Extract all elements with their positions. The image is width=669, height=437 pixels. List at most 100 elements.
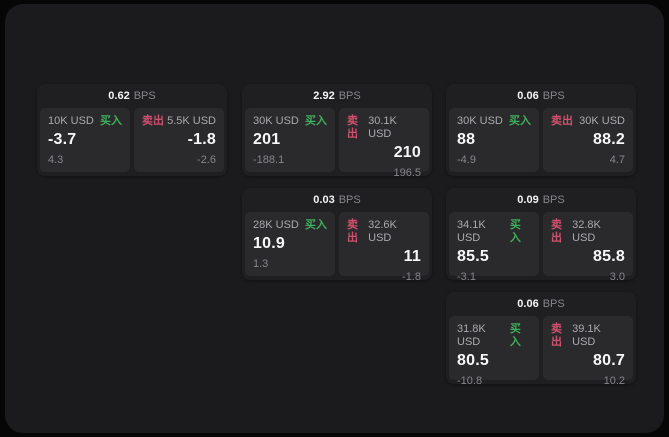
buy-tag: 买入 (100, 115, 122, 127)
buy-panel[interactable]: 31.8K USD 买入 80.5 -10.8 (449, 316, 539, 387)
sell-delta: 196.5 (393, 167, 421, 179)
buy-panel-header: 10K USD 买入 (48, 115, 122, 128)
quote-card: 0.06 BPS 30K USD 买入 88 -4.9 卖出 30K USD 8… (446, 84, 636, 176)
bps-value: 0.06 (517, 90, 539, 102)
sell-price: -1.8 (187, 131, 216, 148)
buy-panel-header: 30K USD 买入 (253, 115, 327, 128)
quote-panels: 31.8K USD 买入 80.5 -10.8 卖出 39.1K USD 80.… (446, 316, 636, 387)
buy-price: 201 (253, 131, 281, 148)
buy-panel[interactable]: 34.1K USD 买入 85.5 -3.1 (449, 212, 539, 283)
quote-panels: 10K USD 买入 -3.7 4.3 卖出 5.5K USD -1.8 -2.… (37, 108, 227, 172)
buy-tag: 买入 (509, 323, 521, 348)
bps-unit-label: BPS (338, 194, 361, 206)
buy-price: 10.9 (253, 235, 285, 252)
quote-card: 2.92 BPS 30K USD 买入 201 -188.1 卖出 30.1K … (242, 84, 432, 179)
sell-size-label: 32.8K USD (572, 219, 601, 244)
sell-price: 80.7 (593, 352, 625, 369)
card-header: 0.03 BPS (242, 188, 432, 212)
buy-delta: -188.1 (253, 154, 285, 166)
buy-panel[interactable]: 30K USD 买入 201 -188.1 (245, 108, 335, 172)
card-header: 0.06 BPS (446, 84, 636, 108)
sell-panel[interactable]: 卖出 39.1K USD 80.7 10.2 (543, 316, 633, 387)
buy-delta: -10.8 (457, 375, 483, 387)
sell-delta: -1.8 (402, 271, 421, 283)
buy-panel[interactable]: 10K USD 买入 -3.7 4.3 (40, 108, 130, 172)
buy-delta: 1.3 (253, 258, 269, 270)
bps-value: 0.03 (313, 194, 335, 206)
buy-size-label: 10K USD (48, 115, 94, 127)
buy-size-label: 30K USD (253, 115, 299, 127)
app-window: 0.62 BPS 10K USD 买入 -3.7 4.3 卖出 5.5K USD… (5, 4, 664, 433)
buy-panel-header: 31.8K USD 买入 (457, 323, 531, 349)
card-header: 0.62 BPS (37, 84, 227, 108)
buy-tag: 买入 (509, 219, 521, 244)
sell-panel-header: 卖出 30K USD (551, 115, 625, 128)
sell-panel-header: 卖出 32.6K USD (347, 219, 421, 245)
buy-delta: 4.3 (48, 154, 64, 166)
sell-size-label: 30.1K USD (368, 115, 397, 140)
sell-price: 88.2 (593, 131, 625, 148)
buy-delta: -4.9 (457, 154, 476, 166)
sell-panel[interactable]: 卖出 32.6K USD 11 -1.8 (339, 212, 429, 283)
sell-panel[interactable]: 卖出 30K USD 88.2 4.7 (543, 108, 633, 172)
buy-tag: 买入 (509, 115, 531, 127)
sell-tag: 卖出 (347, 219, 358, 244)
quote-card: 0.62 BPS 10K USD 买入 -3.7 4.3 卖出 5.5K USD… (37, 84, 227, 176)
buy-panel-header: 34.1K USD 买入 (457, 219, 531, 245)
sell-panel[interactable]: 卖出 32.8K USD 85.8 3.0 (543, 212, 633, 283)
sell-tag: 卖出 (551, 219, 562, 244)
buy-panel-header: 28K USD 买入 (253, 219, 327, 232)
buy-size-label: 31.8K USD (457, 323, 486, 348)
sell-price: 85.8 (593, 248, 625, 265)
bps-unit-label: BPS (542, 298, 565, 310)
sell-delta: 4.7 (609, 154, 625, 166)
card-header: 0.06 BPS (446, 292, 636, 316)
sell-panel[interactable]: 卖出 5.5K USD -1.8 -2.6 (134, 108, 224, 172)
sell-panel-header: 卖出 39.1K USD (551, 323, 625, 349)
sell-price: 210 (393, 144, 421, 161)
buy-tag: 买入 (305, 219, 327, 231)
sell-delta: -2.6 (197, 154, 216, 166)
sell-size-label: 32.6K USD (368, 219, 397, 244)
sell-tag: 卖出 (551, 115, 573, 127)
sell-delta: 10.2 (603, 375, 625, 387)
bps-value: 2.92 (313, 90, 335, 102)
bps-value: 0.62 (108, 90, 130, 102)
sell-tag: 卖出 (142, 115, 164, 127)
sell-panel-header: 卖出 32.8K USD (551, 219, 625, 245)
sell-panel[interactable]: 卖出 30.1K USD 210 196.5 (339, 108, 429, 179)
sell-size-label: 30K USD (579, 115, 625, 127)
card-header: 2.92 BPS (242, 84, 432, 108)
sell-panel-header: 卖出 5.5K USD (142, 115, 216, 128)
buy-panel[interactable]: 30K USD 买入 88 -4.9 (449, 108, 539, 172)
bps-value: 0.09 (517, 194, 539, 206)
buy-price: 85.5 (457, 248, 489, 265)
quote-card: 0.06 BPS 31.8K USD 买入 80.5 -10.8 卖出 39.1… (446, 292, 636, 387)
buy-price: 88 (457, 131, 476, 148)
card-header: 0.09 BPS (446, 188, 636, 212)
quote-card: 0.09 BPS 34.1K USD 买入 85.5 -3.1 卖出 32.8K… (446, 188, 636, 283)
buy-panel-header: 30K USD 买入 (457, 115, 531, 128)
bps-unit-label: BPS (542, 90, 565, 102)
sell-price: 11 (403, 248, 421, 265)
quote-panels: 30K USD 买入 88 -4.9 卖出 30K USD 88.2 4.7 (446, 108, 636, 172)
bps-value: 0.06 (517, 298, 539, 310)
buy-price: -3.7 (48, 131, 77, 148)
quote-panels: 28K USD 买入 10.9 1.3 卖出 32.6K USD 11 -1.8 (242, 212, 432, 283)
buy-panel[interactable]: 28K USD 买入 10.9 1.3 (245, 212, 335, 276)
buy-price: 80.5 (457, 352, 489, 369)
sell-tag: 卖出 (347, 115, 358, 140)
buy-size-label: 34.1K USD (457, 219, 486, 244)
buy-size-label: 28K USD (253, 219, 299, 231)
bps-unit-label: BPS (133, 90, 156, 102)
quote-panels: 34.1K USD 买入 85.5 -3.1 卖出 32.8K USD 85.8… (446, 212, 636, 283)
sell-size-label: 5.5K USD (167, 115, 216, 127)
sell-panel-header: 卖出 30.1K USD (347, 115, 421, 141)
quote-panels: 30K USD 买入 201 -188.1 卖出 30.1K USD 210 1… (242, 108, 432, 179)
quote-card: 0.03 BPS 28K USD 买入 10.9 1.3 卖出 32.6K US… (242, 188, 432, 283)
buy-tag: 买入 (305, 115, 327, 127)
sell-tag: 卖出 (551, 323, 562, 348)
bps-unit-label: BPS (542, 194, 565, 206)
bps-unit-label: BPS (338, 90, 361, 102)
buy-delta: -3.1 (457, 271, 476, 283)
